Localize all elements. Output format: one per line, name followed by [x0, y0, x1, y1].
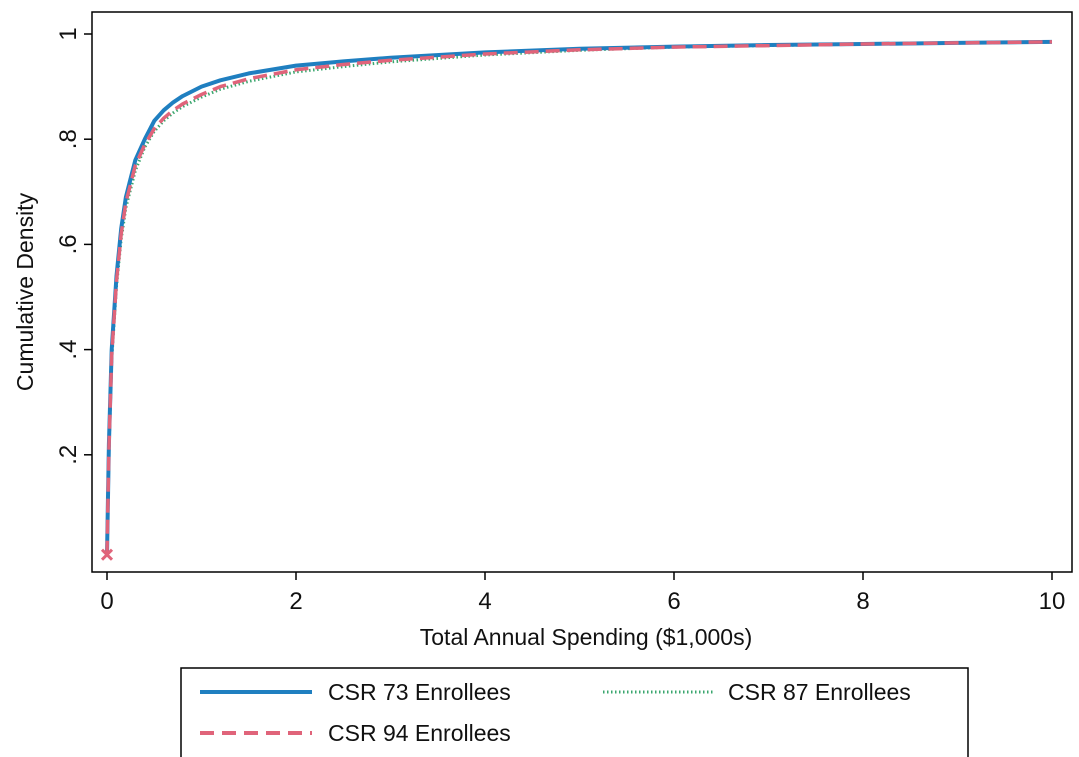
- x-tick-label: 4: [478, 588, 491, 615]
- y-tick-label: .4: [55, 340, 82, 360]
- y-axis: .2 .4 .6 .8 1: [55, 27, 92, 465]
- y-tick-label: .6: [55, 234, 82, 254]
- legend-label-csr73: CSR 73 Enrollees: [328, 679, 511, 705]
- y-tick-label: .2: [55, 445, 82, 465]
- y-axis-title: Cumulative Density: [12, 192, 38, 391]
- plot-area: [91, 11, 1073, 573]
- y-tick-label: 1: [55, 27, 82, 40]
- x-tick-label: 10: [1039, 588, 1066, 615]
- legend-label-csr87: CSR 87 Enrollees: [728, 679, 911, 705]
- legend-box: [180, 667, 969, 757]
- legend-label-csr94: CSR 94 Enrollees: [328, 720, 511, 746]
- marker-layer: [100, 548, 114, 561]
- x-tick-label: 6: [667, 588, 680, 615]
- series-start-marker: [100, 548, 114, 561]
- series-layer: [105, 39, 1053, 555]
- y-tick-label: .8: [55, 129, 82, 149]
- x-tick-label: 8: [856, 588, 869, 615]
- x-axis-title: Total Annual Spending ($1,000s): [420, 624, 752, 650]
- x-tick-label: 2: [289, 588, 302, 615]
- series-line-csr-94-enrollees: [105, 40, 1053, 555]
- legend: CSR 73 Enrollees CSR 87 Enrollees CSR 94…: [180, 667, 969, 757]
- x-tick-label: 0: [100, 588, 113, 615]
- x-axis: 0 2 4 6 8 10: [100, 572, 1065, 615]
